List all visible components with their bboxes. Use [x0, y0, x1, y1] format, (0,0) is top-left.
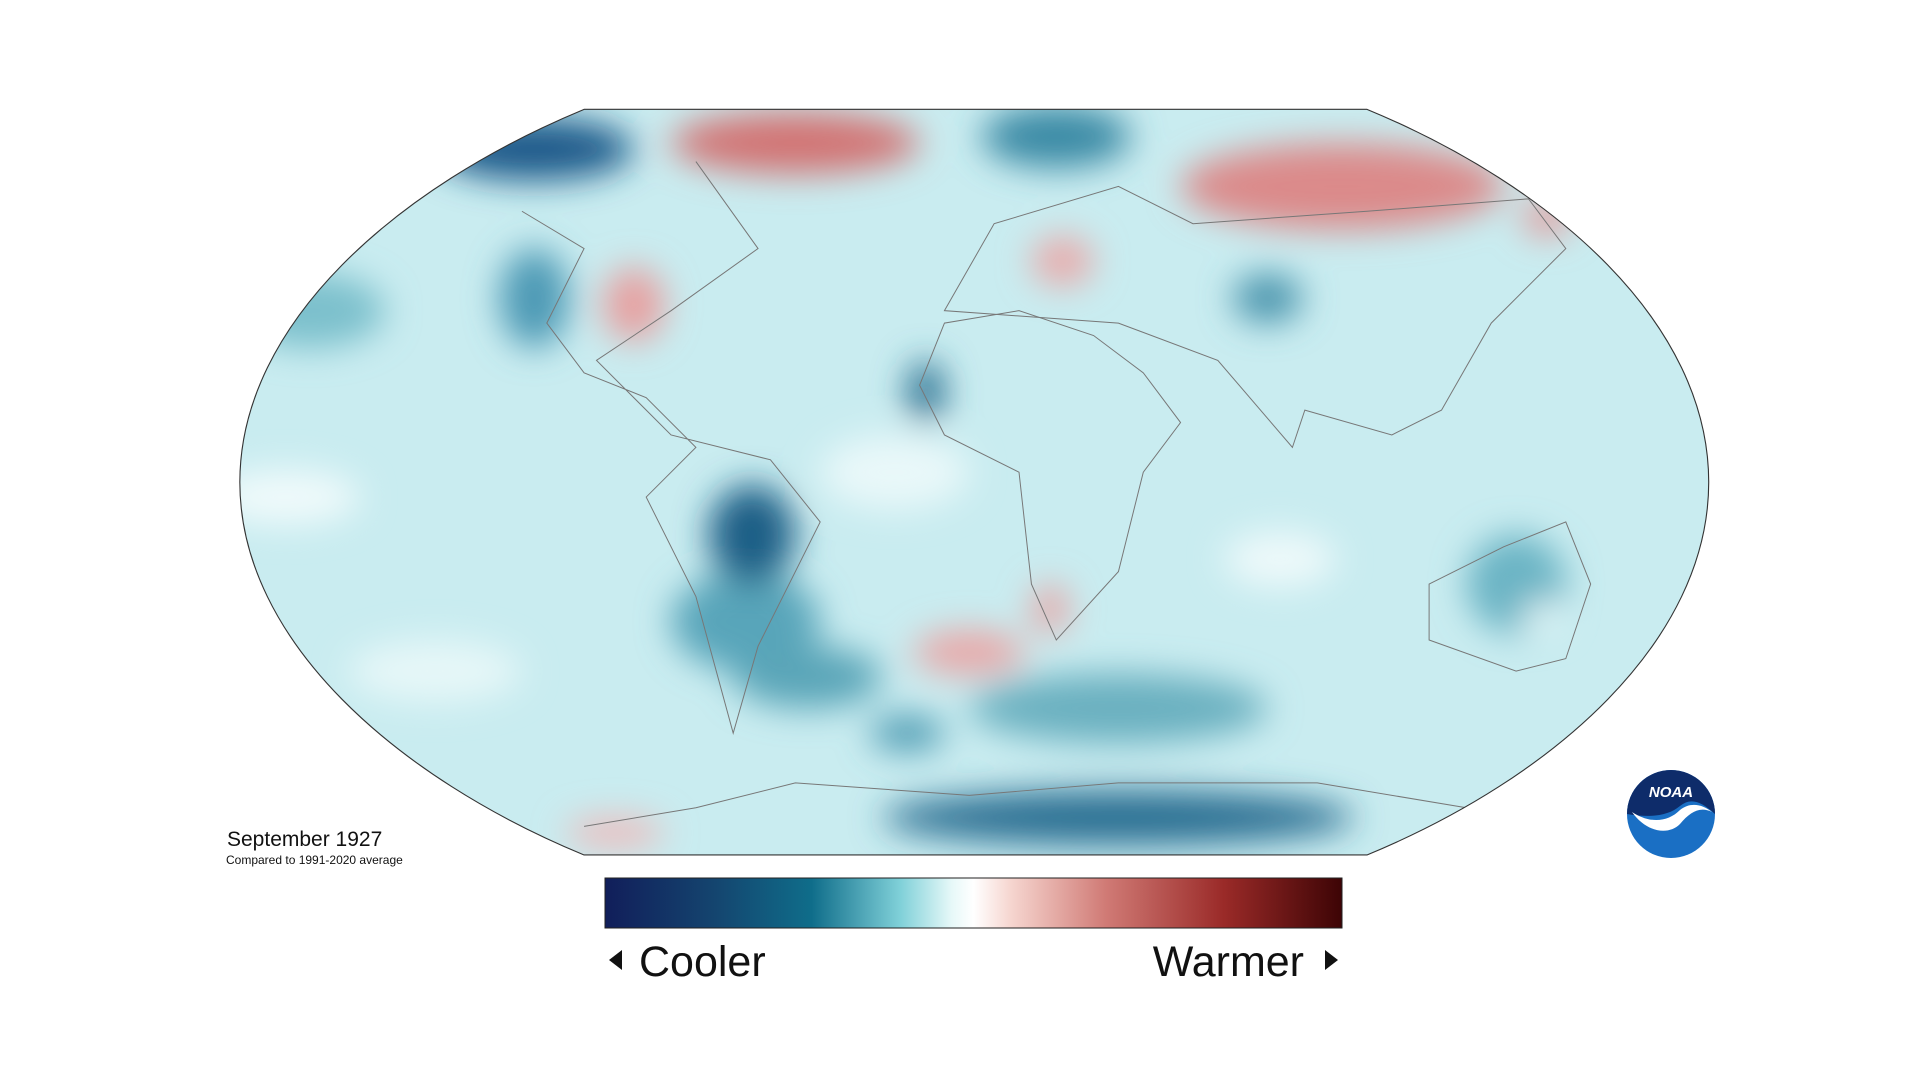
cool-area [733, 646, 883, 709]
cool-area [434, 118, 634, 181]
cool-area [907, 360, 945, 423]
map-background [239, 109, 1709, 855]
cool-area [1232, 273, 1303, 324]
map-outline [239, 108, 1710, 856]
coastline [1428, 521, 1592, 672]
logo-text: NOAA [1649, 784, 1693, 801]
coastlines [521, 161, 1592, 827]
map-title: September 1927 [227, 828, 382, 851]
cool-area [499, 248, 570, 348]
map [239, 108, 1710, 856]
logo-sky [1627, 770, 1715, 816]
neutral-area [1522, 600, 1560, 631]
anomaly-field [239, 109, 1709, 855]
neutral-area [1224, 531, 1336, 587]
neutral-area [239, 469, 361, 525]
color-bar [604, 877, 1343, 929]
coastline [583, 782, 1467, 827]
coastline [919, 310, 1182, 641]
coastline [521, 161, 821, 736]
cool-area [239, 273, 386, 348]
cool-area [981, 109, 1131, 168]
cooler-label: Cooler [639, 938, 766, 986]
cool-area [969, 673, 1268, 744]
warm-area [1180, 142, 1504, 230]
warm-area [671, 111, 920, 174]
warm-area [565, 817, 665, 848]
neutral-area [820, 434, 970, 510]
warm-area [913, 630, 1026, 675]
warm-area [1031, 236, 1094, 286]
cool-area [869, 715, 945, 751]
anomaly-blobs [239, 109, 1573, 848]
warm-area [602, 267, 665, 342]
cooler-arrow [609, 950, 622, 970]
map-subtitle: Compared to 1991-2020 average [226, 853, 403, 867]
logo-bird [1632, 804, 1712, 831]
warmer-arrow [1325, 950, 1338, 970]
neutral-area [347, 639, 522, 703]
warm-area [1522, 198, 1573, 237]
warmer-label: Warmer [1153, 938, 1304, 986]
warm-area [1031, 584, 1069, 634]
coastline [943, 185, 1567, 449]
cool-area [708, 484, 796, 585]
cool-area [882, 790, 1355, 846]
noaa-logo: NOAA [1627, 770, 1715, 858]
